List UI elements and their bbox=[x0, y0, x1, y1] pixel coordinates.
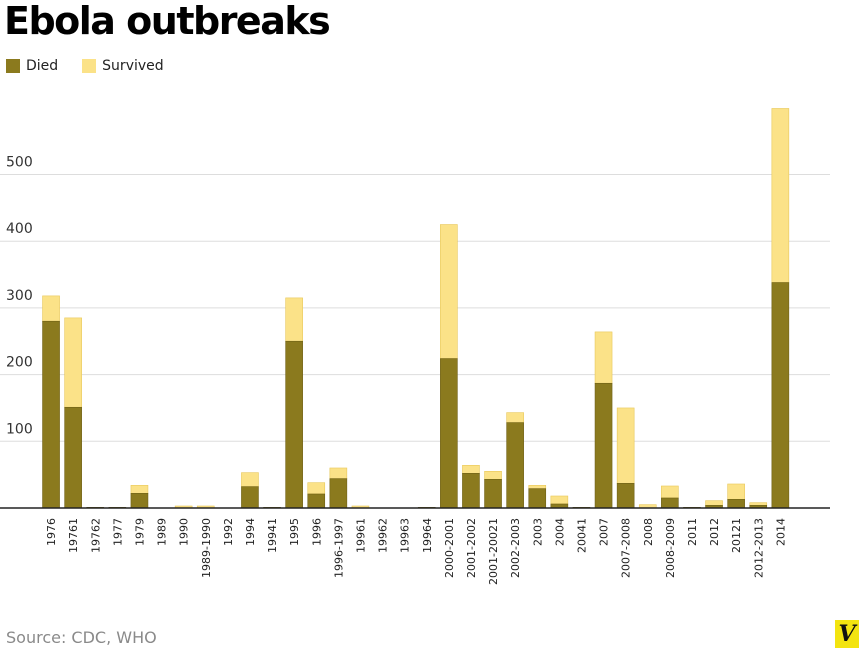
bar-survived bbox=[440, 224, 458, 359]
legend-label-died: Died bbox=[26, 58, 59, 74]
x-tick-label: 1992 bbox=[222, 518, 235, 546]
bar-survived bbox=[484, 471, 502, 480]
x-tick-label: 2008 bbox=[642, 518, 655, 546]
bar-survived bbox=[550, 495, 569, 505]
x-tick-label: 1979 bbox=[133, 518, 146, 546]
bar-died bbox=[484, 479, 502, 509]
bar-survived bbox=[42, 295, 60, 322]
bar-died bbox=[462, 473, 480, 509]
bar-survived bbox=[771, 108, 790, 283]
x-tick-label: 1977 bbox=[111, 518, 124, 546]
bar-survived bbox=[130, 485, 149, 494]
x-tick-label: 2012 bbox=[708, 518, 721, 546]
x-tick-label: 1996 bbox=[310, 518, 323, 546]
x-tick-label: 2007 bbox=[598, 518, 611, 546]
x-tick-label: 1990 bbox=[178, 518, 191, 546]
x-tick-label: 2004 bbox=[553, 518, 566, 546]
x-tick-label: 1995 bbox=[288, 518, 301, 546]
brand-logo-glyph: V bbox=[838, 621, 856, 647]
y-tick-label: 500 bbox=[6, 155, 33, 171]
bar-died bbox=[616, 483, 635, 509]
bar-died bbox=[307, 493, 326, 509]
x-tick-label: 1989 bbox=[156, 518, 169, 546]
bar-died bbox=[241, 486, 259, 509]
bar-survived bbox=[594, 331, 613, 384]
x-tick-label: 20041 bbox=[575, 518, 588, 553]
legend-label-survived: Survived bbox=[102, 58, 164, 74]
bar-survived bbox=[241, 472, 259, 487]
bar-died bbox=[130, 493, 149, 509]
bar-survived bbox=[462, 465, 480, 474]
bar-survived bbox=[705, 500, 723, 506]
legend-swatch-survived bbox=[82, 59, 97, 73]
legend-item-survived: Survived bbox=[82, 58, 164, 74]
legend: Died Survived bbox=[6, 58, 188, 74]
x-tick-label: 1996-1997 bbox=[332, 518, 345, 578]
x-tick-label: 2003 bbox=[531, 518, 544, 546]
x-tick-label: 1976 bbox=[45, 518, 58, 546]
x-tick-label: 2012-2013 bbox=[752, 518, 765, 578]
bar-died bbox=[594, 382, 613, 509]
bar-survived bbox=[661, 485, 679, 499]
x-tick-label: 20121 bbox=[730, 518, 743, 553]
x-tick-label: 19941 bbox=[266, 518, 279, 553]
bar-survived bbox=[727, 483, 745, 500]
bar-survived bbox=[285, 297, 303, 342]
y-tick-label: 100 bbox=[6, 421, 33, 437]
legend-item-died: Died bbox=[6, 58, 58, 74]
x-tick-label: 19964 bbox=[421, 518, 434, 553]
x-tick-label: 1994 bbox=[244, 518, 257, 546]
x-tick-label: 2002-2003 bbox=[509, 518, 522, 578]
brand-logo: V bbox=[835, 620, 859, 648]
y-tick-label: 200 bbox=[6, 355, 33, 371]
bar-chart: 100 200 300 400 500 1976 19761 19762 1977 1979 198… bbox=[0, 108, 830, 585]
bar-survived bbox=[749, 502, 768, 506]
bar-survived bbox=[616, 407, 635, 484]
bar-died bbox=[661, 497, 679, 509]
x-tick-label: 1989-1990 bbox=[200, 518, 213, 578]
bar-died bbox=[771, 282, 790, 509]
bar-survived bbox=[64, 317, 82, 408]
x-tick-label: 19761 bbox=[67, 518, 80, 553]
bar-survived bbox=[307, 482, 326, 495]
bar-died bbox=[42, 320, 60, 509]
bar-died bbox=[329, 478, 348, 509]
bar-died bbox=[727, 499, 745, 509]
x-tick-label: 19963 bbox=[399, 518, 412, 553]
bar-died bbox=[506, 422, 524, 509]
x-tick-label: 2000-2001 bbox=[443, 518, 456, 578]
y-tick-label: 300 bbox=[6, 288, 33, 304]
x-tick-label: 2008-2009 bbox=[664, 518, 677, 578]
x-tick-label: 2014 bbox=[774, 518, 787, 546]
x-tick-label: 2001-2002 bbox=[465, 518, 478, 578]
y-tick-label: 400 bbox=[6, 221, 33, 237]
x-tick-label: 19961 bbox=[354, 518, 367, 553]
bar-survived bbox=[329, 467, 348, 479]
x-tick-label: 2001-20021 bbox=[487, 518, 500, 585]
legend-swatch-died bbox=[6, 59, 20, 73]
chart-title: Ebola outbreaks bbox=[4, 0, 331, 43]
bar-died bbox=[440, 358, 458, 509]
bar-survived bbox=[528, 485, 547, 489]
source-note: Source: CDC, WHO bbox=[6, 628, 157, 647]
x-tick-label: 19962 bbox=[377, 518, 390, 553]
x-tick-label: 2007-2008 bbox=[620, 518, 633, 578]
bar-survived bbox=[506, 412, 524, 423]
x-tick-label: 19762 bbox=[89, 518, 102, 553]
x-tick-label: 2011 bbox=[686, 518, 699, 546]
bar-died bbox=[528, 488, 547, 509]
bar-died bbox=[285, 340, 303, 509]
bar-died bbox=[64, 406, 82, 509]
